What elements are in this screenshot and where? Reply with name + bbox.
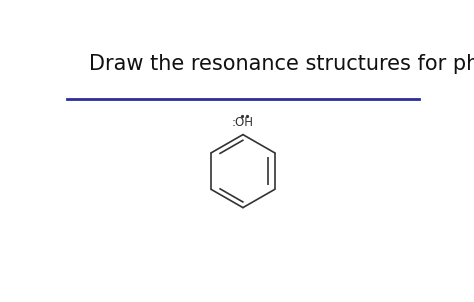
Text: :OH: :OH — [232, 116, 254, 129]
Text: Draw the resonance structures for phenol.: Draw the resonance structures for phenol… — [89, 54, 474, 74]
